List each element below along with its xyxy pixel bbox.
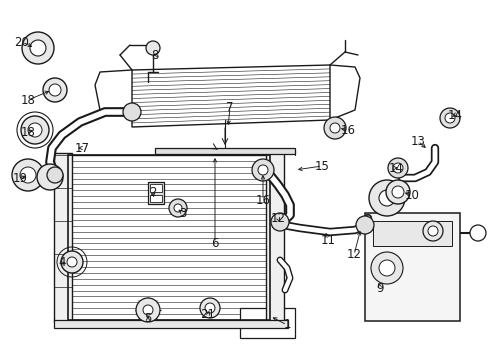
Circle shape	[392, 163, 402, 173]
Circle shape	[37, 164, 63, 190]
Bar	[68, 155, 269, 320]
Circle shape	[28, 123, 42, 137]
Text: 13: 13	[410, 135, 425, 148]
Text: 6: 6	[211, 237, 218, 249]
Polygon shape	[132, 65, 329, 127]
Bar	[150, 195, 162, 202]
Text: 1: 1	[283, 319, 290, 332]
Circle shape	[142, 305, 153, 315]
Circle shape	[469, 225, 485, 241]
Circle shape	[258, 165, 267, 175]
Text: 10: 10	[404, 189, 419, 202]
Text: 19: 19	[13, 171, 27, 185]
Circle shape	[200, 298, 220, 318]
Circle shape	[123, 103, 141, 121]
Bar	[364, 213, 459, 321]
Circle shape	[174, 204, 182, 212]
Circle shape	[387, 158, 407, 178]
Bar	[68, 155, 269, 320]
Circle shape	[251, 159, 273, 181]
Text: 5: 5	[144, 311, 151, 324]
Circle shape	[43, 78, 67, 102]
Circle shape	[427, 226, 437, 236]
Circle shape	[20, 167, 36, 183]
Circle shape	[136, 298, 160, 322]
Text: 8: 8	[151, 49, 159, 62]
Text: 18: 18	[20, 126, 35, 139]
Circle shape	[47, 167, 63, 183]
Bar	[155, 148, 294, 154]
Circle shape	[12, 159, 44, 191]
Circle shape	[355, 216, 373, 234]
Text: 20: 20	[15, 36, 29, 49]
Circle shape	[439, 108, 459, 128]
Circle shape	[204, 303, 215, 313]
Circle shape	[169, 199, 186, 217]
Bar	[265, 153, 284, 322]
Text: 18: 18	[20, 94, 35, 107]
Text: 17: 17	[74, 141, 89, 154]
Circle shape	[329, 123, 339, 133]
Text: 3: 3	[179, 207, 186, 220]
Text: 2: 2	[149, 185, 157, 198]
Text: 16: 16	[255, 194, 270, 207]
Text: 7: 7	[226, 100, 233, 113]
Circle shape	[422, 221, 442, 241]
Bar	[372, 221, 451, 246]
Circle shape	[49, 84, 61, 96]
Text: 4: 4	[58, 256, 65, 270]
Text: 16: 16	[340, 123, 355, 136]
Circle shape	[22, 32, 54, 64]
Circle shape	[378, 260, 394, 276]
Circle shape	[368, 180, 404, 216]
Bar	[240, 308, 294, 338]
Text: 21: 21	[200, 309, 215, 321]
Bar	[54, 320, 287, 328]
Text: 9: 9	[375, 282, 383, 294]
Text: 12: 12	[346, 248, 361, 261]
Circle shape	[378, 190, 394, 206]
Text: 15: 15	[314, 159, 329, 172]
Text: 14: 14	[387, 162, 403, 175]
Circle shape	[391, 186, 403, 198]
Circle shape	[324, 117, 346, 139]
Circle shape	[67, 257, 77, 267]
Text: 12: 12	[270, 212, 285, 225]
Circle shape	[444, 113, 454, 123]
Circle shape	[21, 116, 49, 144]
Text: 11: 11	[320, 234, 335, 247]
Bar	[150, 184, 162, 192]
Bar	[54, 153, 72, 322]
Bar	[148, 182, 163, 204]
Text: 14: 14	[447, 108, 462, 122]
Circle shape	[30, 40, 46, 56]
Circle shape	[370, 252, 402, 284]
Circle shape	[146, 41, 160, 55]
Circle shape	[270, 213, 288, 231]
Circle shape	[61, 251, 83, 273]
Circle shape	[385, 180, 409, 204]
